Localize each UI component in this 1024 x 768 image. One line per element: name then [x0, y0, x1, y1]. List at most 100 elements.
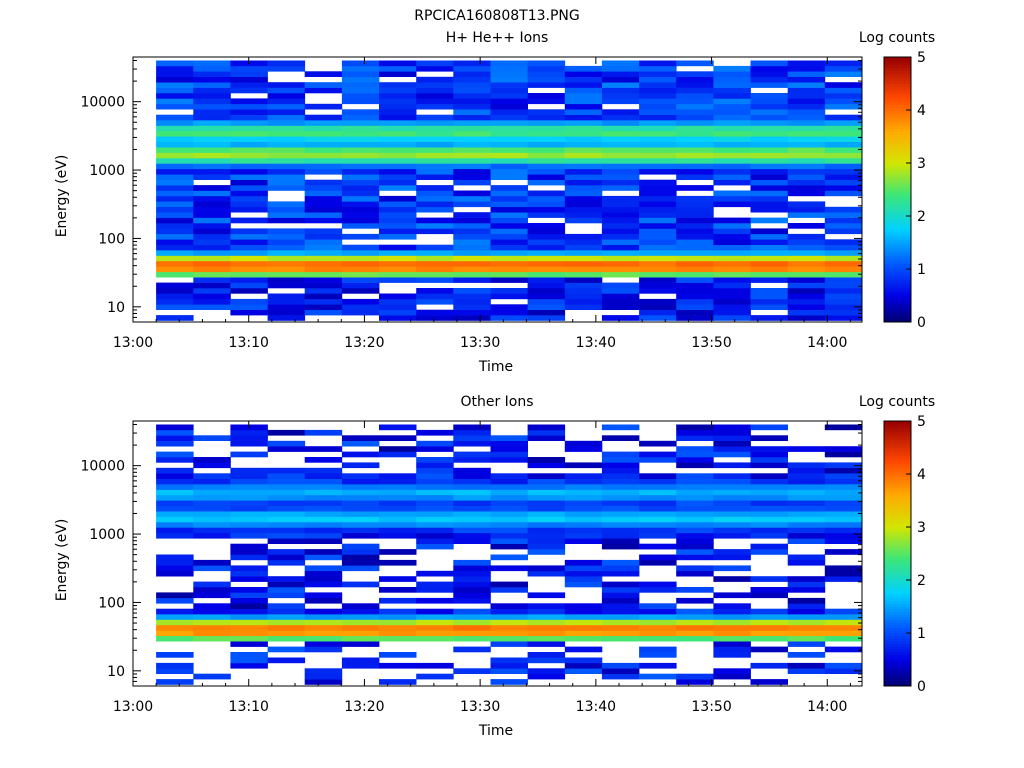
heatmap-cell — [156, 60, 194, 67]
heatmap-cell — [787, 532, 826, 539]
heatmap-cell — [304, 527, 343, 534]
heatmap-cell — [230, 635, 268, 642]
heatmap-cell — [750, 109, 788, 115]
heatmap-cell — [156, 635, 194, 642]
heatmap-cell — [787, 597, 826, 604]
heatmap-cell — [564, 179, 603, 186]
heatmap-cell — [416, 625, 454, 631]
heatmap-cell — [676, 60, 714, 67]
colorbar-frame — [883, 56, 912, 323]
heatmap-cell — [304, 576, 343, 582]
colorbar-segment — [884, 271, 911, 275]
heatmap-cell — [193, 505, 231, 512]
heatmap-cell — [416, 462, 454, 469]
heatmap-cell — [676, 543, 714, 550]
colorbar-segment — [884, 144, 911, 148]
colorbar-segment — [884, 601, 911, 605]
heatmap-cell — [713, 136, 751, 142]
heatmap-cell — [713, 282, 751, 289]
heatmap-cell — [750, 532, 788, 539]
heatmap-cell — [601, 304, 640, 310]
heatmap-cell — [304, 467, 343, 474]
heatmap-cell — [416, 467, 454, 474]
colorbar-segment — [884, 308, 911, 312]
colorbar-segment — [884, 595, 911, 599]
heatmap-cell — [156, 619, 194, 626]
heatmap-cell — [230, 76, 268, 83]
colorbar-segment — [884, 213, 911, 217]
heatmap-cell — [304, 217, 343, 224]
heatmap-cell — [416, 163, 454, 170]
heatmap-cell — [601, 494, 640, 501]
heatmap-cell — [304, 597, 343, 604]
heatmap-cell — [824, 212, 863, 218]
heatmap-cell — [453, 576, 491, 582]
y-tick-label: 100 — [98, 231, 125, 247]
heatmap-cell — [713, 152, 751, 159]
heatmap-cell — [750, 163, 788, 170]
colorbar-segment — [884, 540, 911, 544]
heatmap-cell — [787, 93, 826, 99]
heatmap-cell — [453, 293, 491, 300]
heatmap-cell — [341, 608, 380, 615]
heatmap-cell — [564, 478, 603, 485]
heatmap-cell — [713, 125, 751, 132]
heatmap-cell — [341, 522, 380, 528]
heatmap-cell — [564, 266, 603, 273]
heatmap-cell — [527, 516, 566, 523]
colorbar-segment — [884, 622, 911, 626]
heatmap-cell — [267, 603, 306, 609]
heatmap-cell — [639, 516, 677, 523]
heatmap-cell — [750, 516, 788, 523]
colorbar-tick-label: 0 — [917, 679, 926, 695]
colorbar-frame — [883, 420, 912, 687]
heatmap-cell — [416, 65, 454, 72]
heatmap-cell — [267, 511, 306, 517]
heatmap-cell — [713, 532, 751, 539]
heatmap-cell — [564, 239, 603, 245]
colorbar-segment — [884, 468, 911, 472]
heatmap-cell — [824, 505, 863, 512]
heatmap-cell — [824, 271, 863, 278]
heatmap-cell — [601, 141, 640, 148]
heatmap-cell — [156, 597, 194, 604]
heatmap-cell — [527, 625, 566, 631]
heatmap-cell — [639, 500, 677, 506]
colorbar-segment — [884, 529, 911, 533]
heatmap-cell — [156, 152, 194, 159]
heatmap-cell — [490, 158, 528, 164]
heatmap-cell — [676, 429, 714, 436]
heatmap-cell — [193, 141, 231, 148]
heatmap-cell — [341, 93, 380, 99]
heatmap-cell — [341, 565, 380, 572]
heatmap-cell — [527, 76, 566, 83]
heatmap-cell — [230, 511, 268, 517]
heatmap-cell — [824, 668, 863, 674]
heatmap-cell — [341, 641, 380, 647]
heatmap-cell — [676, 587, 714, 593]
heatmap-panel-h-he-ions: H+ He++ Ions Log counts Time Energy (eV)… — [54, 30, 935, 375]
heatmap-cell — [639, 168, 677, 175]
heatmap-cell — [490, 271, 528, 278]
heatmap-cell — [639, 652, 677, 658]
heatmap-cell — [379, 271, 417, 278]
heatmap-cell — [193, 87, 231, 94]
heatmap-cell — [750, 244, 788, 251]
heatmap-cell — [564, 168, 603, 175]
heatmap-cell — [676, 565, 714, 572]
heatmap-cell — [676, 304, 714, 310]
heatmap-cell — [601, 635, 640, 642]
heatmap-cell — [341, 223, 380, 229]
heatmap-cell — [639, 109, 677, 115]
heatmap-cell — [787, 282, 826, 289]
heatmap-cell — [639, 136, 677, 142]
heatmap-cell — [341, 87, 380, 94]
heatmap-cell — [713, 223, 751, 229]
heatmap-cell — [267, 277, 306, 283]
heatmap-cell — [490, 82, 528, 88]
heatmap-cell — [787, 65, 826, 72]
heatmap-cell — [713, 71, 751, 77]
heatmap-cell — [379, 277, 417, 283]
heatmap-cell — [639, 559, 677, 566]
heatmap-cell — [713, 98, 751, 105]
